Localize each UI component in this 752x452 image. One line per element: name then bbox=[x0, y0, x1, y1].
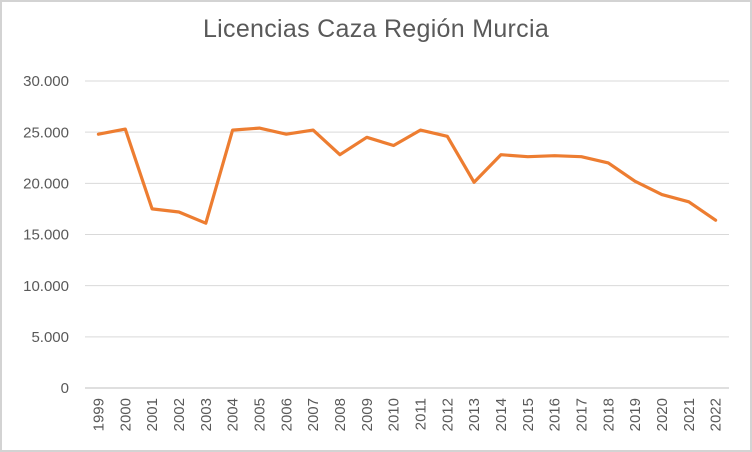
x-axis-tick-label: 2002 bbox=[171, 398, 188, 431]
x-axis-tick-label: 2020 bbox=[654, 398, 671, 431]
data-series-line bbox=[96, 126, 718, 225]
x-axis-tick-label: 2009 bbox=[359, 398, 376, 431]
x-axis-tick-label: 2018 bbox=[600, 398, 617, 431]
y-axis-tick-label: 5.000 bbox=[31, 329, 69, 346]
x-axis-tick-label: 2014 bbox=[493, 398, 510, 431]
x-axis-tick-label: 2003 bbox=[198, 398, 215, 431]
x-axis-tick-label: 2011 bbox=[413, 398, 430, 430]
x-axis-tick-label: 2021 bbox=[681, 398, 698, 431]
y-axis-tick-label: 15.000 bbox=[23, 227, 69, 244]
x-axis-tick-label: 2016 bbox=[547, 398, 564, 431]
x-axis-tick-label: 2006 bbox=[278, 398, 295, 431]
x-axis-tick-label: 2001 bbox=[144, 398, 161, 431]
x-axis-tick-label: 2008 bbox=[332, 398, 349, 431]
x-axis-tick-label: 2015 bbox=[520, 398, 537, 431]
y-axis-tick-label: 25.000 bbox=[23, 124, 69, 141]
y-axis-tick-label: 30.000 bbox=[23, 73, 69, 90]
x-axis-tick-label: 2017 bbox=[574, 398, 591, 431]
x-axis-tick-label: 2022 bbox=[708, 398, 725, 431]
x-axis-tick-label: 2012 bbox=[439, 398, 456, 431]
x-axis-tick-label: 2000 bbox=[117, 398, 134, 431]
x-axis-tick-label: 2010 bbox=[386, 398, 403, 431]
x-axis-tick-label: 2004 bbox=[225, 398, 242, 431]
x-axis-tick-label: 2019 bbox=[627, 398, 644, 431]
x-axis-tick-label: 1999 bbox=[91, 398, 108, 431]
x-axis-tick-label: 2013 bbox=[466, 398, 483, 431]
y-axis-tick-label: 10.000 bbox=[23, 278, 69, 295]
x-axis-tick-label: 2005 bbox=[252, 398, 269, 431]
chart-title: Licencias Caza Región Murcia bbox=[202, 15, 550, 43]
y-axis-tick-label: 20.000 bbox=[23, 175, 69, 192]
y-axis-tick-label: 0 bbox=[61, 380, 69, 397]
x-axis-tick-label: 2007 bbox=[305, 398, 322, 431]
